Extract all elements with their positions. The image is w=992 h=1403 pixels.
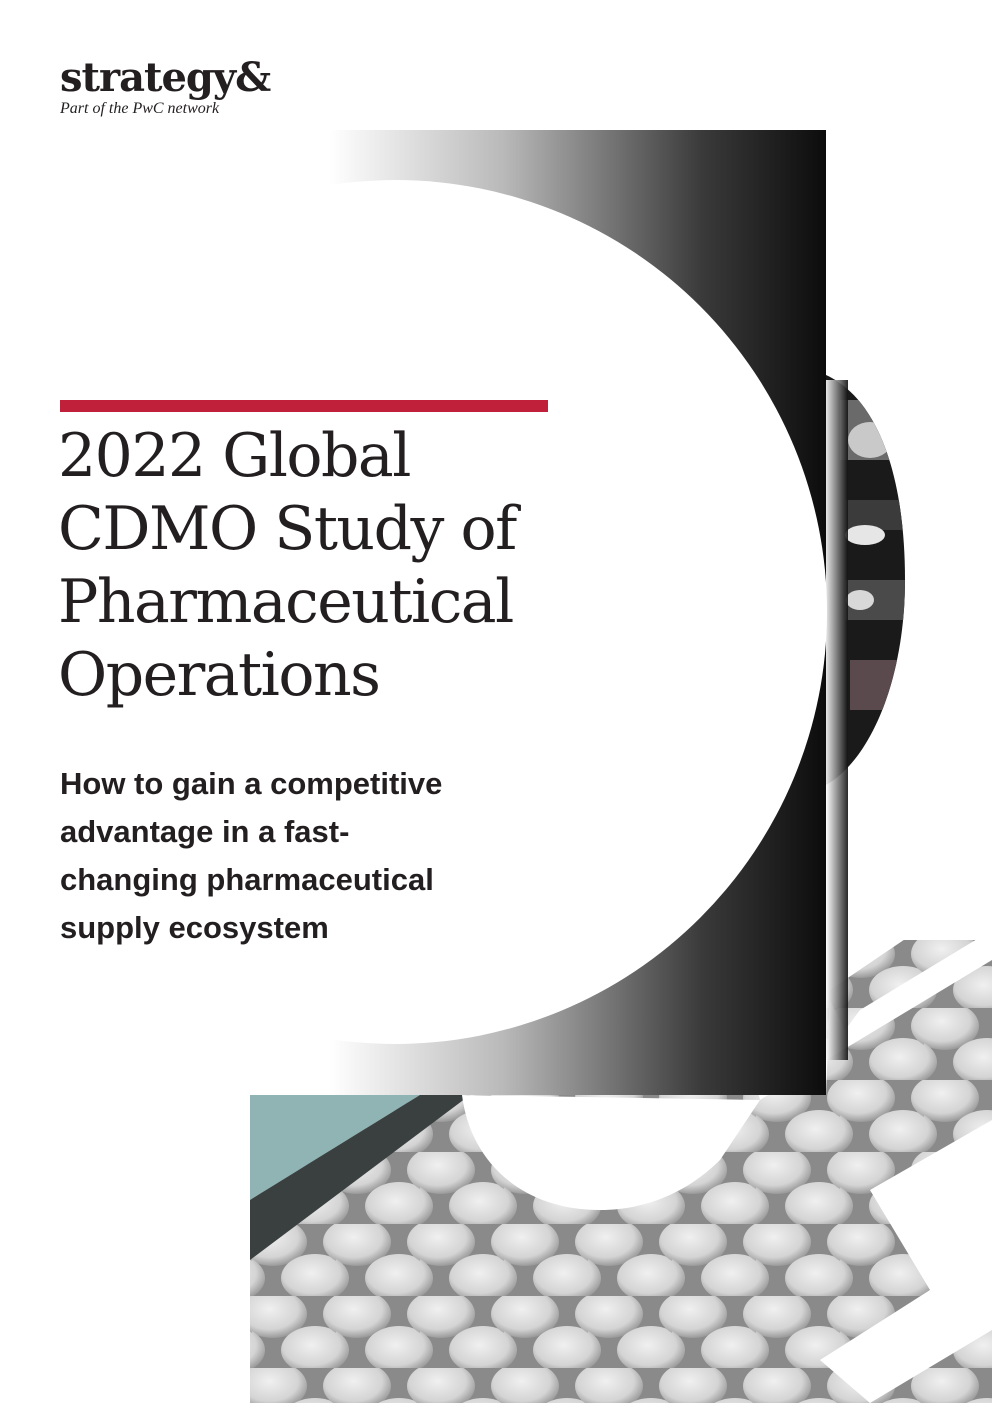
brand-tagline: Part of the PwC network	[60, 100, 220, 117]
title-line: Pharmaceutical	[58, 567, 514, 637]
report-subtitle: How to gain a competitive advantage in a…	[60, 760, 530, 952]
accent-rule	[60, 400, 548, 412]
brand-name: strategy&	[60, 54, 271, 101]
subtitle-line: supply ecosystem	[60, 910, 329, 945]
subtitle-line: changing pharmaceutical	[60, 862, 434, 897]
subtitle-line: advantage in a fast-	[60, 814, 350, 849]
title-line: CDMO Study of	[58, 494, 517, 564]
title-line: 2022 Global	[58, 421, 411, 491]
title-line: Operations	[58, 640, 381, 710]
report-title: 2022 Global CDMO Study of Pharmaceutical…	[58, 420, 578, 712]
subtitle-line: How to gain a competitive	[60, 766, 443, 801]
brand-logo: strategy& Part of the PwC network	[60, 54, 271, 118]
